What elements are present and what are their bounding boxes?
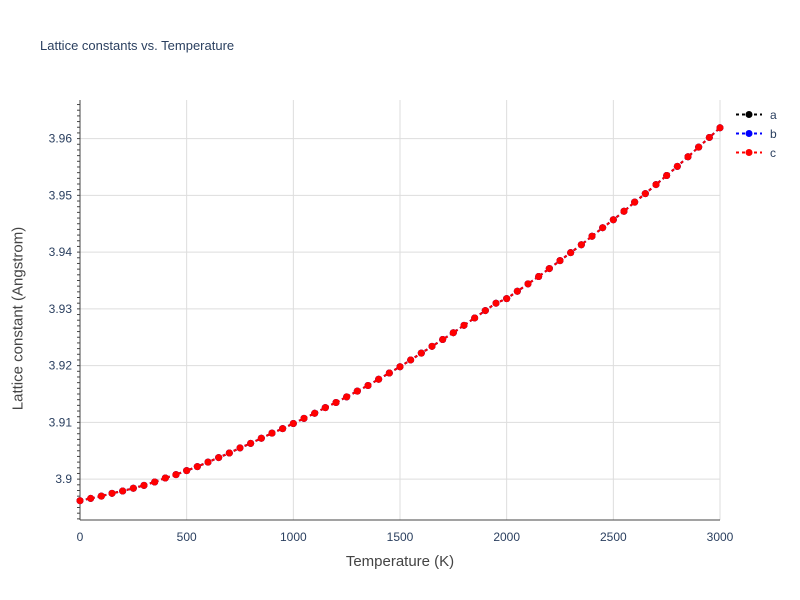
x-tick-label: 1500 xyxy=(387,530,414,544)
data-point-c xyxy=(311,409,319,417)
data-point-c xyxy=(396,363,404,371)
data-point-c xyxy=(567,249,575,257)
data-point-c xyxy=(236,444,244,452)
legend-item-a[interactable]: a xyxy=(734,105,777,124)
y-tick-label: 3.91 xyxy=(49,415,73,429)
data-point-c xyxy=(332,399,340,407)
legend: a b c xyxy=(734,105,777,162)
y-tick-label: 3.9 xyxy=(55,472,72,486)
data-point-c xyxy=(684,153,692,161)
data-point-c xyxy=(428,342,436,350)
data-point-c xyxy=(97,492,105,500)
legend-item-b[interactable]: b xyxy=(734,124,777,143)
x-tick-label: 1000 xyxy=(280,530,307,544)
data-point-c xyxy=(108,489,116,497)
data-point-c xyxy=(449,329,457,337)
data-point-c xyxy=(417,349,425,357)
y-axis-label: Lattice constant (Angstrom) xyxy=(9,226,27,411)
data-point-c xyxy=(673,162,681,170)
grid xyxy=(80,100,721,520)
data-point-c xyxy=(471,314,479,322)
data-point-c xyxy=(161,474,169,482)
data-point-c xyxy=(119,487,127,495)
x-tick-label: 500 xyxy=(177,530,197,544)
data-point-c xyxy=(193,463,201,471)
data-point-c xyxy=(247,439,255,447)
data-point-c xyxy=(385,369,393,377)
legend-swatch-a xyxy=(736,111,762,118)
data-point-c xyxy=(129,484,137,492)
legend-marker-c xyxy=(745,149,753,156)
data-point-c xyxy=(215,454,223,462)
legend-item-c[interactable]: c xyxy=(734,143,777,162)
data-point-c xyxy=(524,280,532,288)
y-tick-label: 3.95 xyxy=(49,188,73,202)
data-point-c xyxy=(556,257,564,265)
chart-title: Lattice constants vs. Temperature xyxy=(40,38,235,53)
y-tick-label: 3.92 xyxy=(49,359,73,373)
axes: 0 500 1000 1500 2000 2500 3000 3.9 3.91 3.92 3.93 3… xyxy=(49,100,734,544)
data-point-c xyxy=(151,478,159,486)
data-point-c xyxy=(343,393,351,401)
data-point-c xyxy=(460,321,468,329)
data-point-c xyxy=(577,241,585,249)
data-point-c xyxy=(513,287,521,295)
data-point-c xyxy=(279,425,287,433)
x-tick-label: 2000 xyxy=(493,530,520,544)
data-point-c xyxy=(172,471,180,479)
legend-swatch-b xyxy=(736,130,762,137)
y-tick-label: 3.96 xyxy=(49,132,73,146)
x-tick-label: 0 xyxy=(77,530,84,544)
data-point-c xyxy=(599,224,607,232)
data-point-c xyxy=(375,375,383,383)
x-tick-label: 3000 xyxy=(707,530,734,544)
legend-swatch-c xyxy=(736,149,762,156)
data-point-c xyxy=(545,265,553,273)
data-point-c xyxy=(439,336,447,344)
series-c xyxy=(76,124,724,505)
data-point-c xyxy=(87,494,95,502)
series-layer xyxy=(76,124,724,505)
x-axis-label: Temperature (K) xyxy=(345,553,455,570)
legend-marker-a xyxy=(745,111,753,118)
data-point-c xyxy=(353,387,361,395)
x-tick-label: 2500 xyxy=(600,530,627,544)
legend-label-c: c xyxy=(770,145,776,160)
data-point-c xyxy=(695,143,703,151)
data-point-c xyxy=(481,307,489,315)
data-point-c xyxy=(492,299,500,307)
data-point-c xyxy=(140,481,148,489)
data-point-c xyxy=(268,429,276,437)
data-point-c xyxy=(620,207,628,215)
data-point-c xyxy=(225,449,233,457)
data-point-c xyxy=(300,414,308,422)
data-point-c xyxy=(407,356,415,364)
data-point-c xyxy=(76,497,84,505)
data-point-c xyxy=(289,420,297,428)
data-point-c xyxy=(204,458,212,466)
data-point-c xyxy=(609,216,617,224)
data-point-c xyxy=(663,171,671,179)
legend-label-a: a xyxy=(770,107,777,122)
data-point-c xyxy=(652,181,660,189)
legend-label-b: b xyxy=(770,126,777,141)
data-point-c xyxy=(631,198,639,206)
legend-marker-b xyxy=(745,130,753,137)
data-point-c xyxy=(641,190,649,198)
data-point-c xyxy=(705,133,713,141)
data-point-c xyxy=(535,273,543,281)
data-point-c xyxy=(503,295,511,303)
data-point-c xyxy=(364,381,372,389)
data-point-c xyxy=(183,467,191,475)
data-point-c xyxy=(257,434,265,442)
data-point-c xyxy=(716,124,724,132)
y-tick-label: 3.94 xyxy=(49,245,73,259)
data-point-c xyxy=(321,404,329,412)
y-tick-label: 3.93 xyxy=(49,302,73,316)
data-point-c xyxy=(588,232,596,240)
